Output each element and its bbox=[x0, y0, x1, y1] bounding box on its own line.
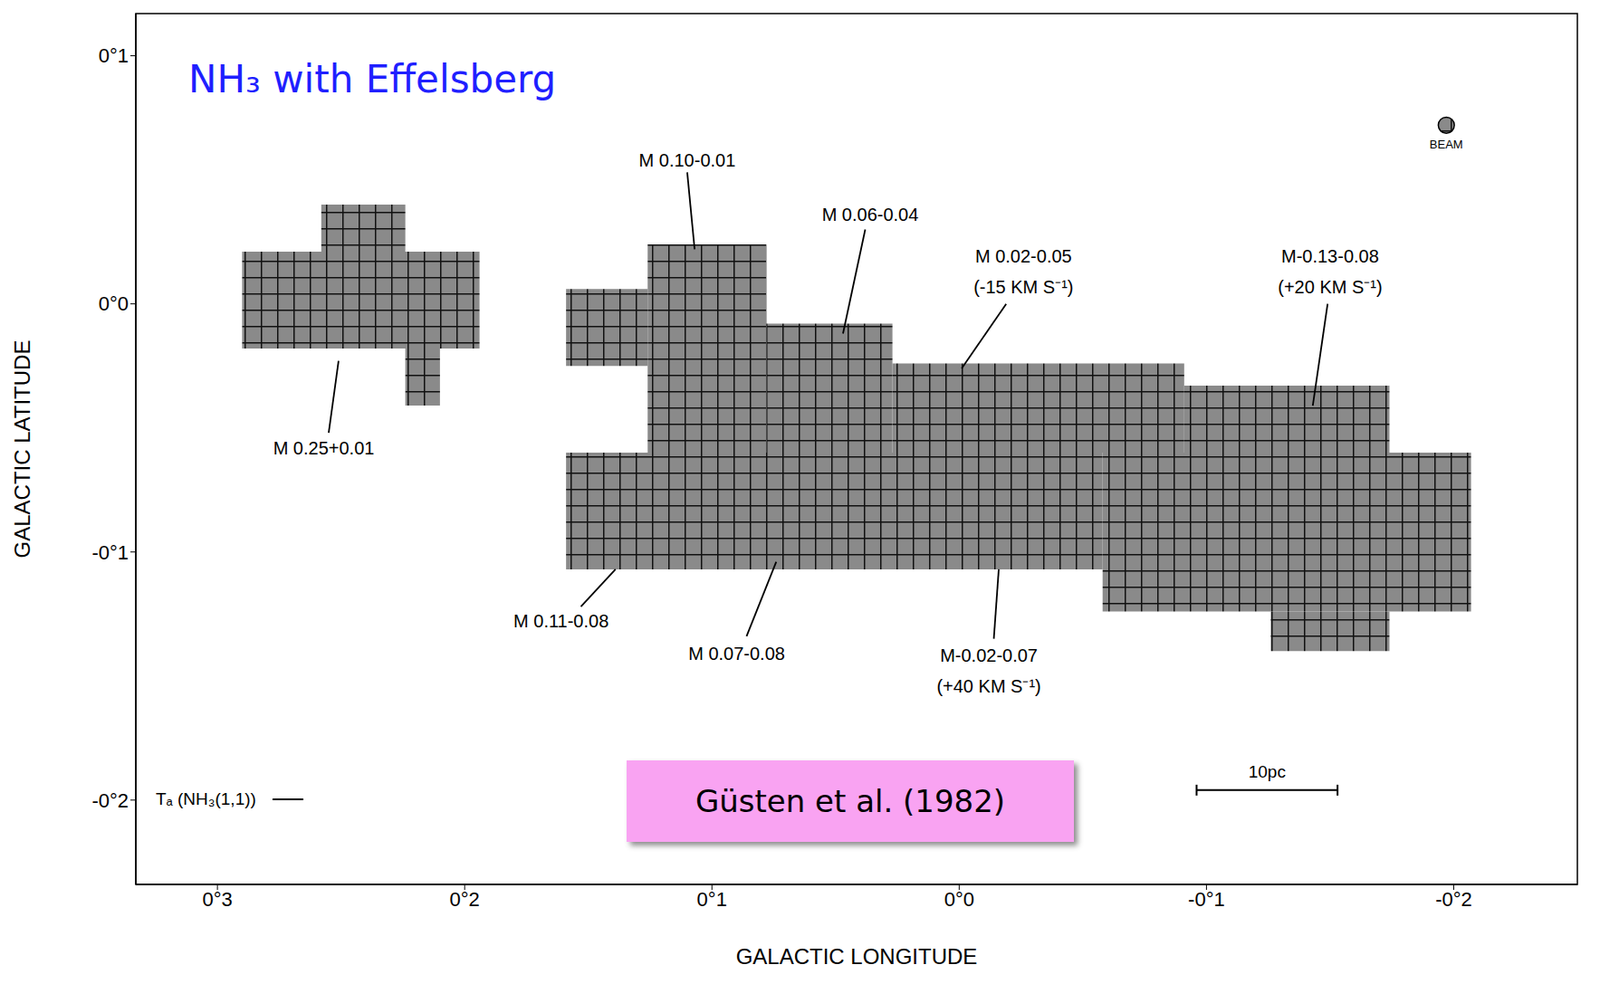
svg-text:M 0.07-0.08: M 0.07-0.08 bbox=[688, 643, 786, 664]
svg-text:M 0.10-0.01: M 0.10-0.01 bbox=[639, 150, 737, 171]
svg-text:GALACTIC LATITUDE: GALACTIC LATITUDE bbox=[9, 340, 35, 559]
svg-text:0°3: 0°3 bbox=[201, 888, 232, 911]
svg-text:M-0.02-0.07: M-0.02-0.07 bbox=[939, 645, 1038, 666]
svg-text:(+20 KM S⁻¹): (+20 KM S⁻¹) bbox=[1277, 277, 1382, 298]
svg-text:(+40 KM S⁻¹): (+40 KM S⁻¹) bbox=[936, 676, 1041, 697]
svg-text:10pc: 10pc bbox=[1248, 762, 1286, 782]
svg-text:-0°2: -0°2 bbox=[91, 789, 129, 813]
svg-text:-0°1: -0°1 bbox=[91, 541, 129, 565]
svg-text:0°1: 0°1 bbox=[98, 44, 129, 68]
svg-text:0°0: 0°0 bbox=[98, 292, 129, 316]
svg-text:0°2: 0°2 bbox=[450, 888, 480, 911]
svg-text:GALACTIC LONGITUDE: GALACTIC LONGITUDE bbox=[736, 944, 978, 969]
svg-text:-0°1: -0°1 bbox=[1188, 888, 1226, 911]
svg-text:BEAM: BEAM bbox=[1429, 137, 1464, 152]
svg-text:0°0: 0°0 bbox=[944, 888, 975, 911]
svg-text:M 0.06-0.04: M 0.06-0.04 bbox=[822, 204, 920, 225]
html-text:NH₃ with Effelsberg: NH₃ with Effelsberg bbox=[188, 57, 557, 102]
svg-text:M-0.13-0.08: M-0.13-0.08 bbox=[1281, 246, 1380, 267]
html-text:Tₐ (NH₃(1,1)): Tₐ (NH₃(1,1)) bbox=[155, 789, 257, 809]
svg-text:M 0.02-0.05: M 0.02-0.05 bbox=[975, 246, 1073, 267]
svg-text:(-15 KM S⁻¹): (-15 KM S⁻¹) bbox=[973, 277, 1074, 298]
svg-text:0°1: 0°1 bbox=[697, 888, 728, 911]
svg-text:M 0.11-0.08: M 0.11-0.08 bbox=[513, 611, 609, 632]
html-text:Güsten et al. (1982): Güsten et al. (1982) bbox=[695, 783, 1006, 820]
svg-text:M 0.25+0.01: M 0.25+0.01 bbox=[273, 438, 375, 459]
svg-text:-0°2: -0°2 bbox=[1435, 888, 1473, 911]
